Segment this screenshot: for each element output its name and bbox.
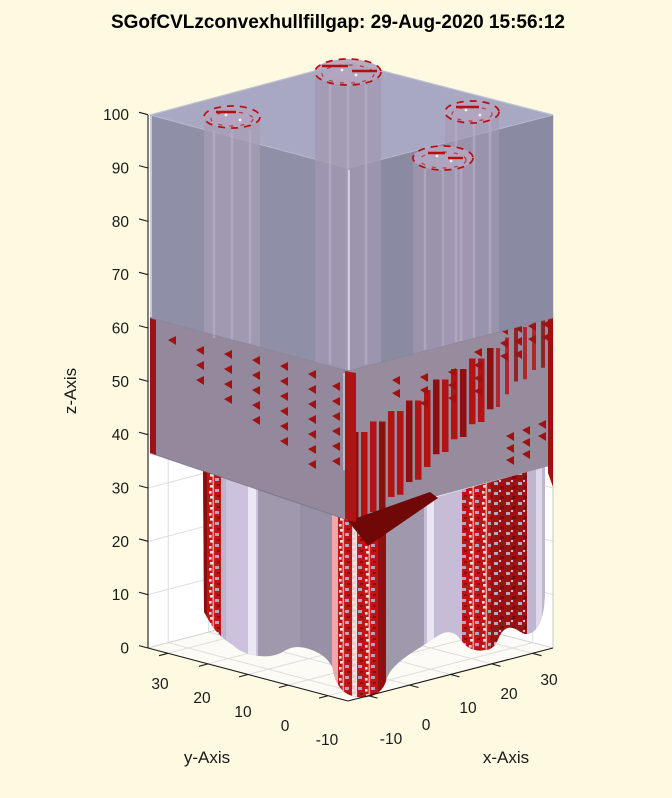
x-tick-label: -10 (380, 731, 403, 748)
cylinder-rim-mesh (444, 100, 500, 124)
mid-bottom-seam (149, 452, 349, 521)
x-tick-label: 20 (500, 686, 518, 703)
z-tick-label: 10 (112, 587, 130, 604)
y-tick-label: 30 (151, 676, 169, 693)
mid-shell (149, 317, 553, 546)
x-tick-group: -10 0 10 20 30 (368, 652, 558, 748)
z-tick-label: 40 (112, 427, 130, 444)
cylinder-rim-mesh (203, 105, 261, 129)
z-tick-label: 20 (112, 534, 130, 551)
x-tick-label: 30 (540, 672, 558, 689)
mid-right-edge-strip (548, 317, 553, 487)
cylinder-tops (203, 58, 500, 171)
x-tick-label: 10 (459, 700, 477, 717)
z-tick-label: 30 (112, 481, 130, 498)
z-tick-label: 60 (112, 321, 130, 338)
y-tick-label: 10 (234, 704, 252, 721)
z-axis-label: z-Axis (61, 368, 80, 414)
z-tick-group: 0 10 20 30 40 50 60 70 80 90 100 (103, 107, 149, 658)
z-tick-label: 80 (112, 214, 130, 231)
y-tick-group: 30 20 10 0 -10 (151, 652, 339, 749)
y-tick-label: 0 (281, 718, 290, 735)
x-axis-label: x-Axis (483, 748, 529, 767)
y-tick-label: 20 (193, 690, 211, 707)
embedded-cylinder-bands (204, 78, 499, 371)
figure-title: SGofCVLzconvexhullfillgap: 29-Aug-2020 1… (111, 12, 565, 33)
mid-underside (348, 492, 438, 546)
x-tick-label: 0 (422, 717, 431, 734)
cylinder-rim-mesh (314, 58, 382, 86)
cylinder-rim-mesh (412, 145, 474, 171)
z-tick-label: 50 (112, 374, 130, 391)
z-tick-label: 0 (120, 641, 129, 658)
z-tick-label: 100 (103, 107, 129, 124)
y-tick-label: -10 (316, 732, 339, 749)
y-axis-label: y-Axis (184, 748, 230, 767)
mid-left-edge-strip (150, 318, 156, 455)
hull-mid-seam (149, 317, 554, 372)
z-tick-label: 90 (112, 161, 130, 178)
upper-hull-block (149, 58, 554, 372)
z-tick-label: 70 (112, 267, 130, 284)
mid-corner-strip (345, 371, 356, 522)
